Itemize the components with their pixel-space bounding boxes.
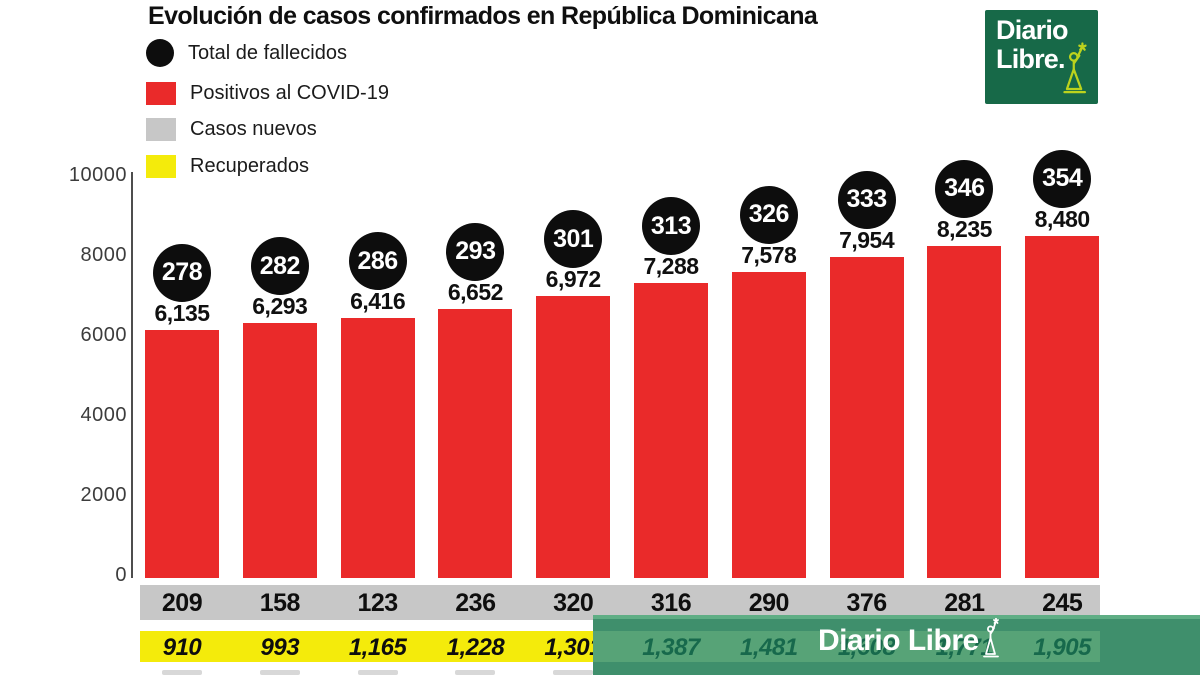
clipped-date-row-mark	[259, 670, 300, 675]
y-tick-label: 2000	[80, 484, 127, 506]
deaths-badge: 326	[739, 185, 798, 244]
recovered-value: 1,387	[642, 634, 700, 661]
logo-text-line1: Diario	[996, 15, 1069, 45]
positives-bar	[438, 308, 513, 578]
watermark: Diario Libre	[818, 617, 1001, 666]
positives-value-label: 6,135	[154, 299, 210, 326]
recovered-square-swatch	[146, 154, 176, 178]
deaths-circle-swatch	[146, 39, 174, 67]
clipped-date-row-mark	[455, 670, 496, 675]
watermark-strip	[593, 631, 1100, 662]
clipped-date-row-mark	[162, 670, 202, 675]
legend-label: Total de fallecidos	[188, 41, 347, 64]
positives-value-label: 7,288	[643, 253, 699, 280]
positives-bar	[145, 329, 219, 578]
positives-square-swatch	[146, 81, 176, 105]
new-cases-row-band	[140, 585, 1100, 620]
y-tick-label: 8000	[80, 244, 127, 266]
logo-statue-icon	[1060, 42, 1090, 99]
positives-value-label: 6,652	[447, 278, 504, 305]
y-axis-line	[131, 172, 133, 578]
positives-value-label: 6,972	[545, 266, 602, 293]
positives-bar	[242, 323, 317, 578]
legend-item-positivos: Positivos al COVID-19	[146, 79, 389, 107]
new-cases-value: 376	[846, 589, 887, 617]
legend-item-recuperados: Recuperados	[146, 152, 309, 180]
recovered-value: 910	[162, 634, 202, 661]
legend-label: Positivos al COVID-19	[190, 81, 389, 104]
new-cases-value: 320	[553, 589, 594, 617]
deaths-badge: 354	[1033, 149, 1092, 208]
deaths-badge: 301	[544, 210, 603, 269]
new-cases-value: 281	[944, 589, 985, 617]
positives-value-label: 6,416	[350, 288, 406, 315]
new-cases-value: 316	[650, 589, 692, 617]
new-cases-value: 209	[161, 589, 203, 617]
recovered-value: 1,165	[348, 634, 407, 661]
recovered-value: 1,608	[837, 634, 896, 661]
positives-bar	[340, 318, 415, 578]
recovered-value: 1,228	[446, 634, 505, 661]
diario-libre-logo: Diario Libre.	[985, 10, 1098, 104]
deaths-badge: 278	[153, 243, 211, 302]
positives-bar	[829, 256, 904, 578]
statue-icon	[981, 617, 1001, 666]
new-cases-value: 245	[1042, 589, 1083, 617]
positives-bar	[1025, 235, 1100, 578]
new-cases-value: 123	[357, 589, 398, 617]
new-cases-value: 236	[455, 589, 496, 617]
watermark-band-highlight	[593, 615, 1200, 619]
positives-bar	[634, 283, 708, 578]
positives-bar	[731, 271, 806, 578]
clipped-date-row-mark	[553, 670, 594, 675]
new-cases-square-swatch	[146, 117, 176, 141]
positives-value-label: 7,954	[839, 226, 895, 253]
positives-value-label: 8,235	[936, 215, 993, 242]
recovered-value: 993	[260, 634, 300, 661]
deaths-badge: 346	[935, 159, 994, 218]
positives-value-label: 8,480	[1034, 205, 1091, 232]
deaths-badge: 282	[250, 237, 309, 296]
legend-label: Recuperados	[190, 154, 309, 177]
new-cases-value: 158	[259, 589, 301, 617]
recovered-value: 1,905	[1033, 634, 1091, 661]
positives-bar	[536, 296, 611, 578]
y-tick-label: 6000	[80, 324, 127, 346]
y-tick-label: 4000	[80, 404, 127, 426]
deaths-badge: 313	[642, 197, 700, 256]
recovered-value: 1,481	[740, 634, 798, 661]
positives-value-label: 6,293	[252, 293, 308, 320]
recovered-value: 1,301	[544, 634, 602, 661]
logo-text-line2: Libre.	[996, 44, 1066, 74]
legend-item-casos-nuevos: Casos nuevos	[146, 115, 317, 143]
deaths-badge: 293	[446, 222, 505, 281]
clipped-date-row-mark	[357, 670, 398, 675]
legend-item-fallecidos: Total de fallecidos	[146, 39, 347, 67]
y-tick-label: 0	[115, 564, 127, 586]
legend-label: Casos nuevos	[190, 117, 317, 140]
deaths-badge: 333	[837, 170, 896, 229]
new-cases-value: 290	[748, 589, 790, 617]
positives-bar	[927, 245, 1002, 578]
watermark-text: Diario Libre	[818, 624, 979, 657]
y-tick-label: 10000	[68, 164, 127, 186]
deaths-badge: 286	[348, 232, 407, 291]
positives-value-label: 7,578	[741, 241, 797, 268]
chart-title: Evolución de casos confirmados en Repúbl…	[148, 2, 818, 30]
